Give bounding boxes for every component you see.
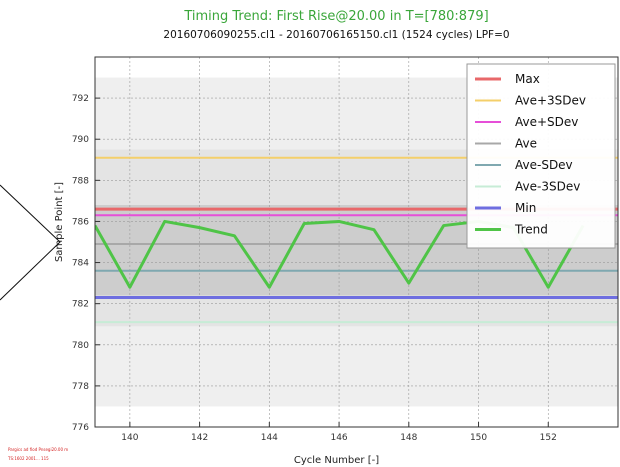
x-axis-label: Cycle Number [-] [294,455,379,466]
footnote-line-2: TS:1602 2001... 115 [8,456,49,461]
legend-label: Trend [514,223,548,237]
chart-subtitle: 20160706090255.cl1 - 20160706165150.cl1 … [163,29,509,41]
x-tick-label: 142 [191,433,208,443]
y-axis-label: Sample Point [-] [54,182,65,262]
x-tick-label: 148 [400,433,417,443]
y-tick-label: 788 [72,176,89,186]
y-tick-label: 780 [72,341,89,351]
y-tick-label: 790 [72,135,89,145]
x-tick-label: 146 [330,433,347,443]
x-tick-label: 152 [540,433,557,443]
legend-label: Min [515,201,536,215]
x-tick-label: 140 [121,433,138,443]
y-tick-label: 784 [72,259,89,269]
y-tick-label: 778 [72,382,89,392]
x-tick-label: 150 [470,433,487,443]
y-tick-label: 786 [72,217,89,227]
legend: Max Ave+3SDev Ave+SDev Ave Ave-SDev Ave-3SDev… [466,63,616,249]
y-tick-label: 792 [72,94,89,104]
diamond-marker-icon [0,184,61,301]
legend-label: Ave-SDev [515,158,573,172]
legend-label: Ave+SDev [515,115,578,129]
legend-label: Ave-3SDev [515,180,580,194]
legend-label: Ave+3SDev [515,94,586,108]
x-tick-label: 144 [261,433,278,443]
y-tick-label: 782 [72,300,89,310]
footnote-line-1: Pargics ad fiod Pnsegi20.00 m [8,447,69,452]
legend-label: Ave [515,137,537,151]
legend-box [466,63,616,249]
y-tick-label: 776 [72,423,89,433]
plot-frame [94,56,619,428]
chart-title: Timing Trend: First Rise@20.00 in T=[780… [183,9,488,24]
legend-label: Max [515,72,540,86]
